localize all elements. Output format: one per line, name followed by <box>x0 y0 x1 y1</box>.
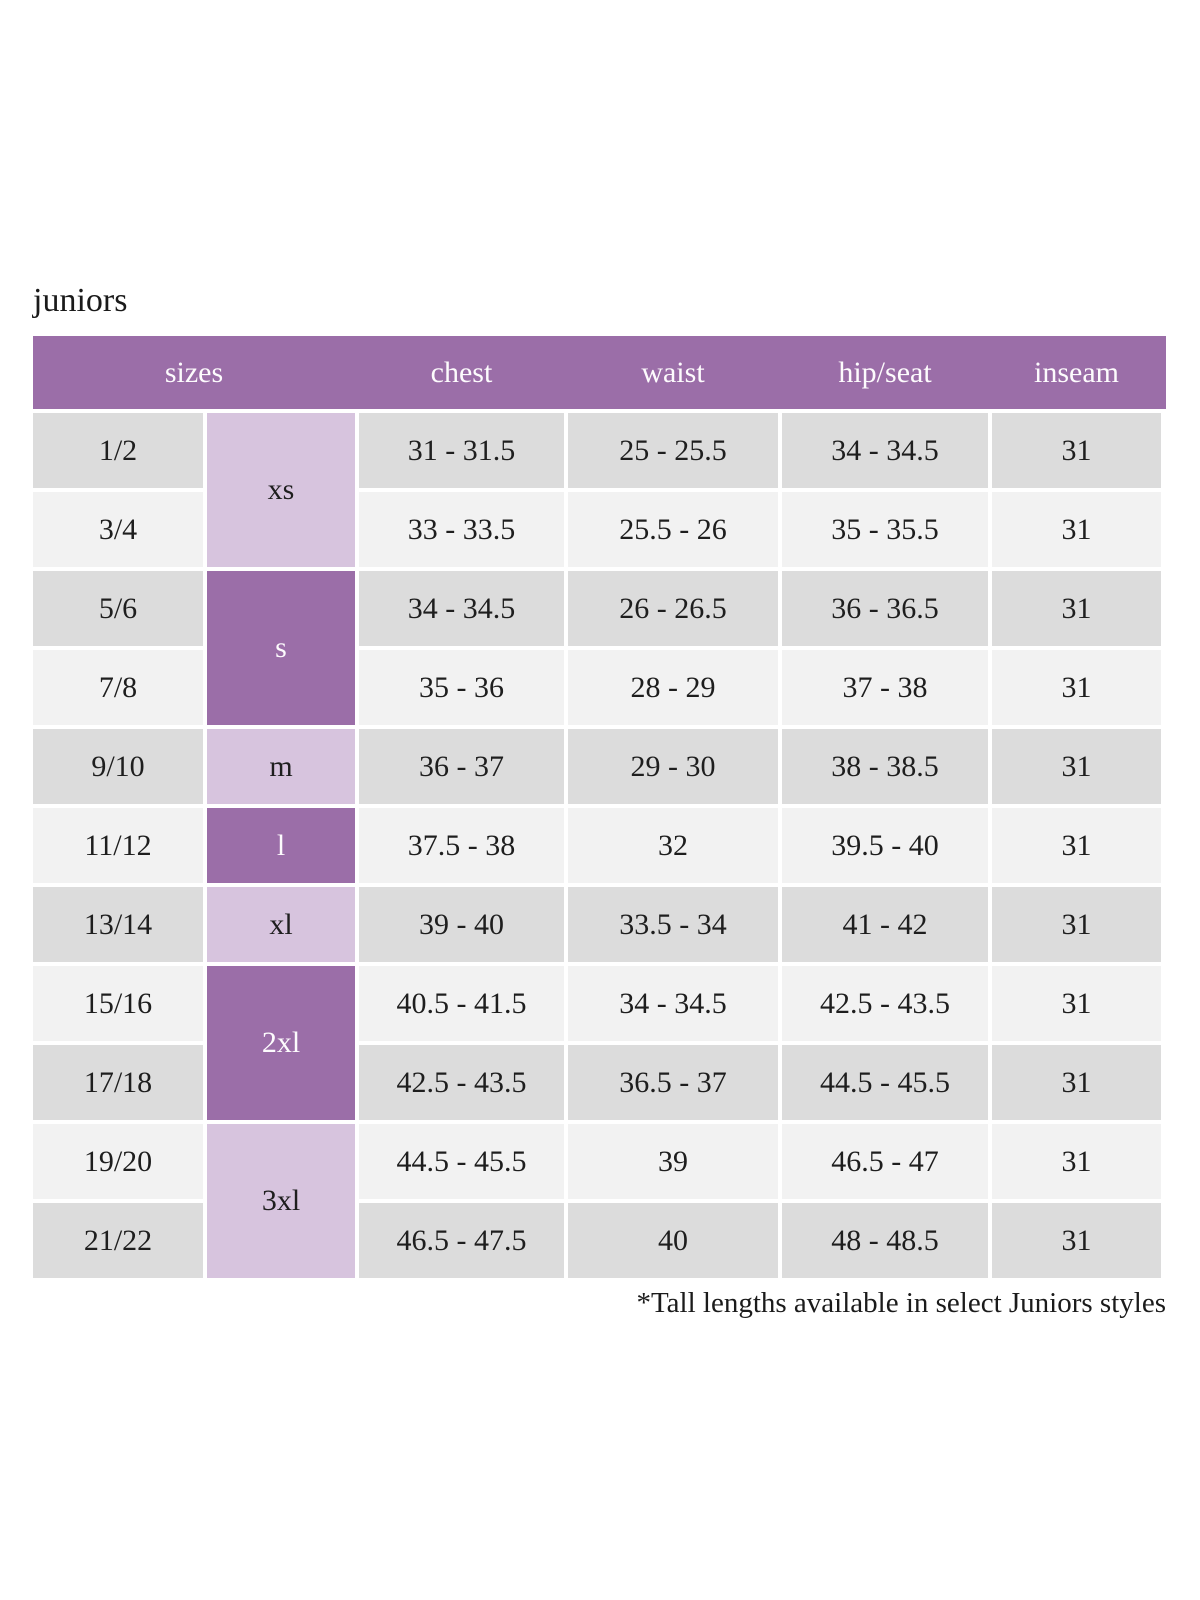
waist-cell: 33.5 - 34 <box>568 887 778 962</box>
size-letter-cell-2xl: 2xl <box>207 966 355 1120</box>
size-letter-cell-xs: xs <box>207 413 355 567</box>
size-letter-cell-3xl: 3xl <box>207 1124 355 1278</box>
page-title: juniors <box>33 282 128 319</box>
inseam-cell: 31 <box>992 887 1161 962</box>
size-chart-table: sizes chest waist hip/seat inseam 1/2 xs… <box>33 336 1166 1320</box>
size-letter-cell-m: m <box>207 729 355 804</box>
waist-cell: 28 - 29 <box>568 650 778 725</box>
chest-cell: 42.5 - 43.5 <box>359 1045 564 1120</box>
chest-cell: 31 - 31.5 <box>359 413 564 488</box>
waist-cell: 34 - 34.5 <box>568 966 778 1041</box>
waist-cell: 25.5 - 26 <box>568 492 778 567</box>
size-number-cell: 11/12 <box>33 808 203 883</box>
size-number-cell: 19/20 <box>33 1124 203 1199</box>
inseam-cell: 31 <box>992 1124 1161 1199</box>
chest-cell: 46.5 - 47.5 <box>359 1203 564 1278</box>
waist-cell: 32 <box>568 808 778 883</box>
inseam-cell: 31 <box>992 571 1161 646</box>
inseam-cell: 31 <box>992 413 1161 488</box>
waist-cell: 40 <box>568 1203 778 1278</box>
size-number-cell: 1/2 <box>33 413 203 488</box>
hip-seat-cell: 42.5 - 43.5 <box>782 966 988 1041</box>
inseam-cell: 31 <box>992 966 1161 1041</box>
hip-seat-cell: 34 - 34.5 <box>782 413 988 488</box>
size-number-cell: 3/4 <box>33 492 203 567</box>
waist-cell: 36.5 - 37 <box>568 1045 778 1120</box>
size-letter-cell-s: s <box>207 571 355 725</box>
inseam-cell: 31 <box>992 1045 1161 1120</box>
hip-seat-cell: 46.5 - 47 <box>782 1124 988 1199</box>
waist-cell: 29 - 30 <box>568 729 778 804</box>
waist-cell: 39 <box>568 1124 778 1199</box>
hip-seat-cell: 36 - 36.5 <box>782 571 988 646</box>
hip-seat-cell: 44.5 - 45.5 <box>782 1045 988 1120</box>
hip-seat-cell: 39.5 - 40 <box>782 808 988 883</box>
inseam-cell: 31 <box>992 650 1161 725</box>
waist-cell: 26 - 26.5 <box>568 571 778 646</box>
waist-cell: 25 - 25.5 <box>568 413 778 488</box>
size-number-cell: 9/10 <box>33 729 203 804</box>
chest-cell: 44.5 - 45.5 <box>359 1124 564 1199</box>
chest-cell: 36 - 37 <box>359 729 564 804</box>
size-number-cell: 13/14 <box>33 887 203 962</box>
size-number-cell: 17/18 <box>33 1045 203 1120</box>
chest-cell: 34 - 34.5 <box>359 571 564 646</box>
table-body: 1/2 xs 31 - 31.5 25 - 25.5 34 - 34.5 31 … <box>33 413 1166 1278</box>
header-chest: chest <box>430 355 493 389</box>
inseam-cell: 31 <box>992 1203 1161 1278</box>
hip-seat-cell: 37 - 38 <box>782 650 988 725</box>
size-number-cell: 21/22 <box>33 1203 203 1278</box>
inseam-cell: 31 <box>992 492 1161 567</box>
chest-cell: 35 - 36 <box>359 650 564 725</box>
footnote: *Tall lengths available in select Junior… <box>636 1287 1166 1319</box>
size-letter-cell-xl: xl <box>207 887 355 962</box>
size-letter-cell-l: l <box>207 808 355 883</box>
hip-seat-cell: 48 - 48.5 <box>782 1203 988 1278</box>
inseam-cell: 31 <box>992 729 1161 804</box>
chest-cell: 39 - 40 <box>359 887 564 962</box>
size-number-cell: 15/16 <box>33 966 203 1041</box>
table-header-row: sizes chest waist hip/seat inseam <box>33 336 1166 409</box>
hip-seat-cell: 35 - 35.5 <box>782 492 988 567</box>
chest-cell: 37.5 - 38 <box>359 808 564 883</box>
header-waist: waist <box>641 355 705 389</box>
chest-cell: 33 - 33.5 <box>359 492 564 567</box>
hip-seat-cell: 38 - 38.5 <box>782 729 988 804</box>
header-hip-seat: hip/seat <box>838 355 932 389</box>
chest-cell: 40.5 - 41.5 <box>359 966 564 1041</box>
hip-seat-cell: 41 - 42 <box>782 887 988 962</box>
size-number-cell: 5/6 <box>33 571 203 646</box>
inseam-cell: 31 <box>992 808 1161 883</box>
size-number-cell: 7/8 <box>33 650 203 725</box>
header-sizes: sizes <box>164 355 224 389</box>
header-inseam: inseam <box>1034 355 1119 389</box>
